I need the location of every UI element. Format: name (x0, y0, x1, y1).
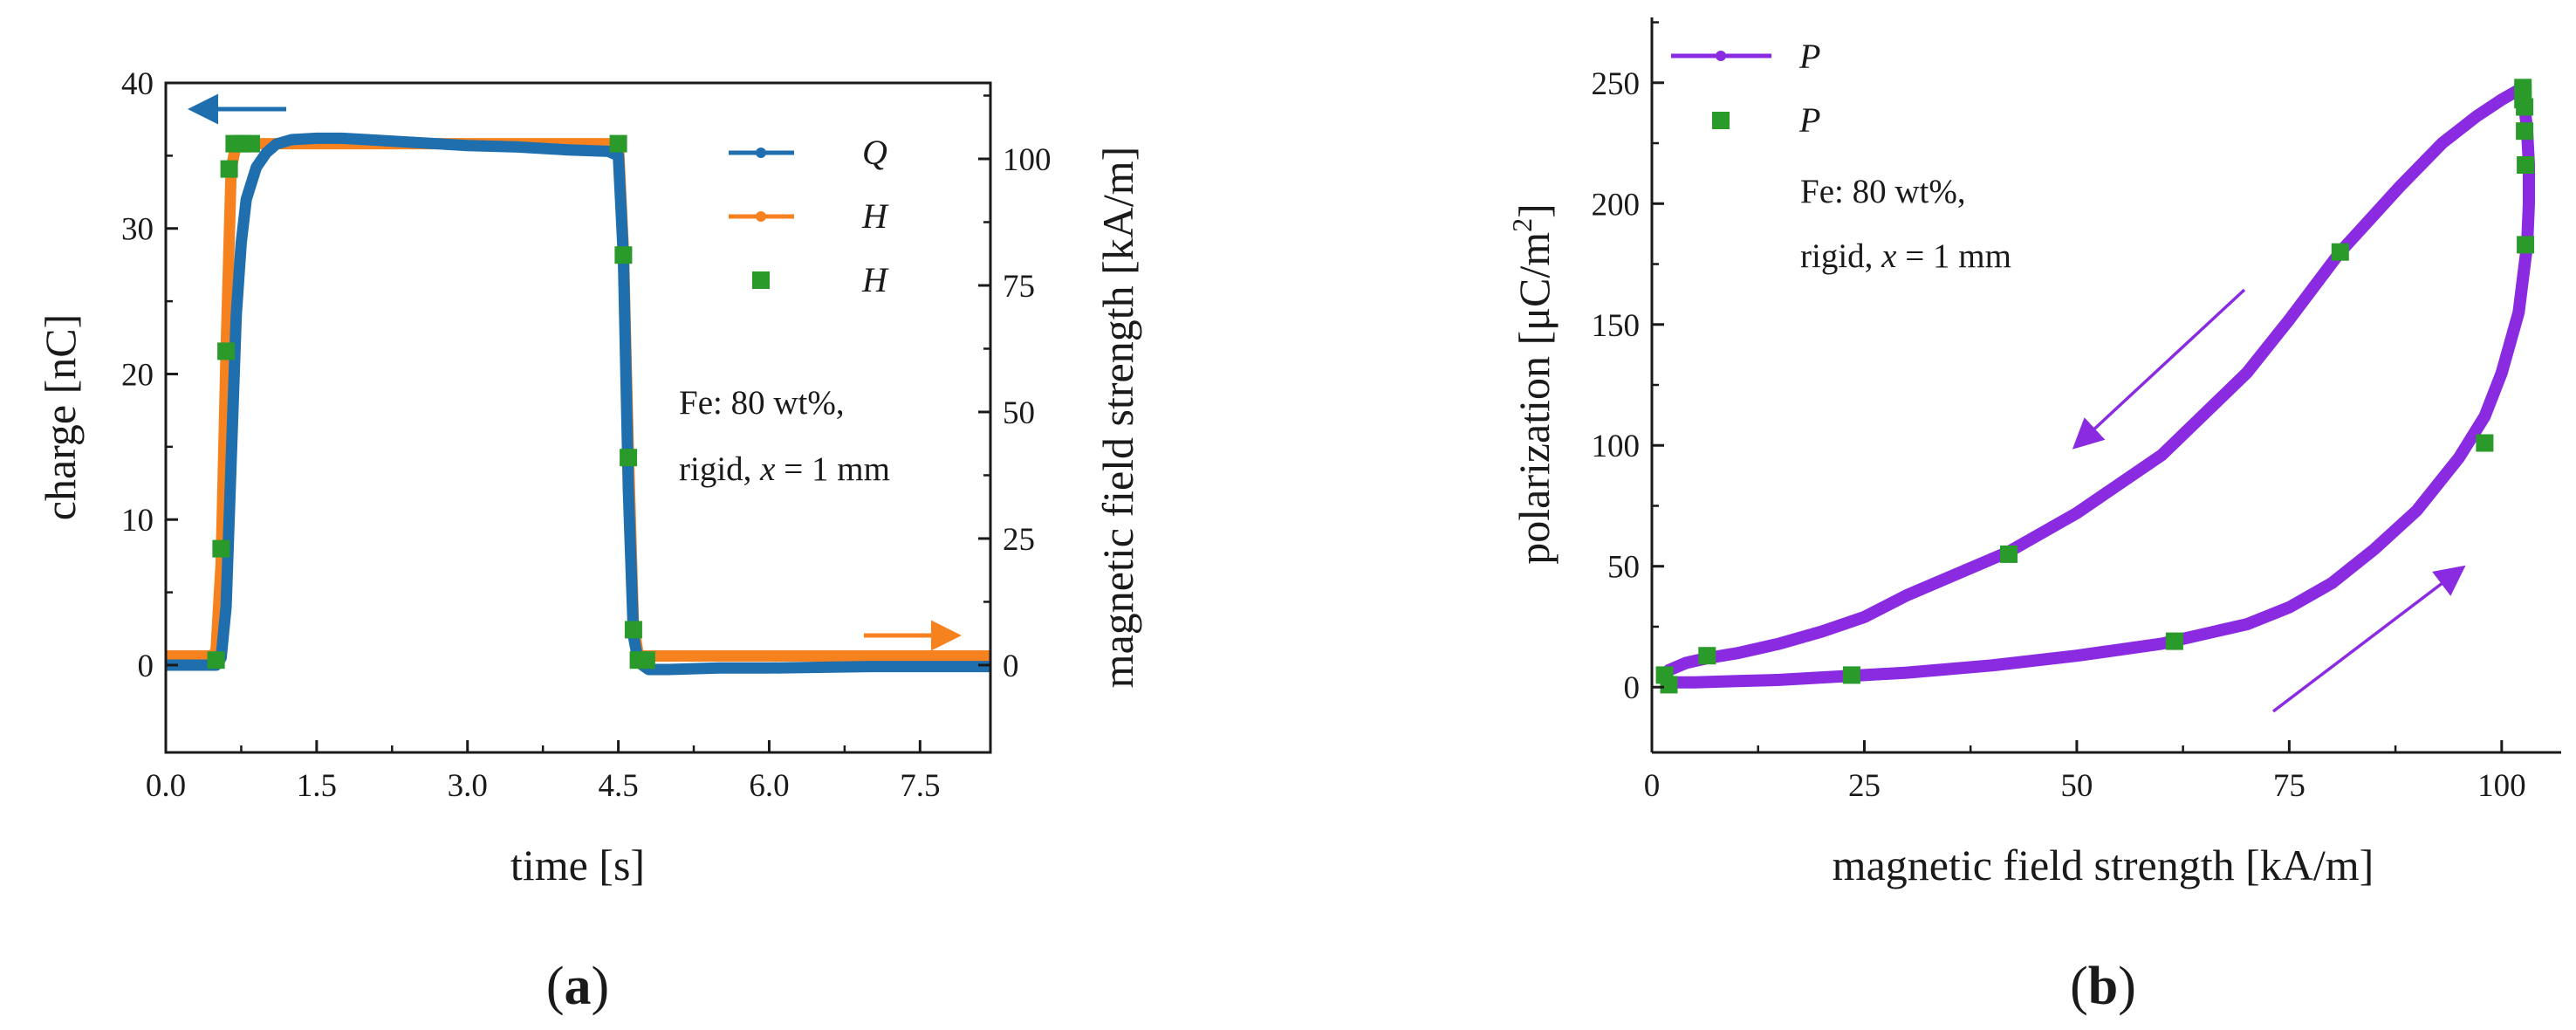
panel-a-plot-frame (164, 81, 992, 754)
panel-b-y-tick-label: 200 (1592, 187, 1641, 223)
panel-b-annotation-material: Fe: 80 wt%, (1800, 173, 1966, 210)
p-marker-point (1698, 647, 1716, 665)
legend-h-marker-label: H (861, 260, 889, 299)
panel-a-ticks: 0.0 1.5 3.0 4.5 6.0 7.5 0 10 20 30 40 0 25 50 75 100 (121, 66, 1052, 804)
legend-h-label: H (861, 196, 889, 236)
legend-h-dot (756, 211, 766, 222)
panel-a-y-tick-label-right: 25 (1003, 522, 1035, 558)
panel-a-x-tick-label: 7.5 (900, 768, 940, 804)
h-marker-point (220, 160, 238, 178)
panel-a-y-tick-label-left: 0 (138, 649, 154, 684)
h-marker-point (624, 621, 642, 639)
panel-b-label: (b) (2070, 957, 2136, 1016)
panel-b-y-tick-label: 0 (1624, 670, 1641, 706)
legend-q-dot (756, 148, 766, 158)
h-marker-point (620, 449, 638, 467)
p-marker-point (2517, 236, 2535, 254)
panel-a-x-tick-label: 1.5 (297, 768, 337, 804)
annot-b-suffix: = 1 mm (1896, 237, 2011, 275)
panel-b-y-tick-label: 100 (1592, 429, 1641, 464)
panel-a-x-tick-label: 0.0 (146, 768, 186, 804)
h-marker-point (637, 651, 655, 670)
series-q-line (166, 132, 990, 676)
panel-a-y-axis-label-left: charge [nC] (36, 314, 85, 520)
panel-a-y-tick-label-left: 30 (121, 212, 154, 248)
h-marker-point (207, 651, 225, 670)
panel-b-annotation-config: rigid, x = 1 mm (1800, 237, 2011, 275)
h-marker-point (212, 539, 230, 558)
panel-b-y-tick-label: 150 (1592, 308, 1641, 344)
panel-b-ticks: 0 25 50 75 100 0 50 100 150 200 250 (1592, 21, 2526, 804)
h-marker-point (217, 342, 236, 360)
panel-a-x-axis-label: time [s] (510, 841, 645, 889)
legend-p-marker-label: P (1798, 100, 1820, 140)
panel-b-x-axis-label: magnetic field strength [kA/m] (1833, 841, 2374, 889)
panel-a-y-tick-label-right: 0 (1003, 649, 1019, 684)
annot-a-italic: x (759, 450, 776, 488)
legend-p-marker (1712, 112, 1730, 129)
p-marker-point (2516, 122, 2534, 141)
panel-a-series (166, 132, 990, 676)
panel-a-y-tick-label-left: 40 (121, 66, 154, 102)
p-marker-point (2476, 434, 2494, 452)
p-marker-point (1842, 666, 1860, 684)
legend-h-marker (752, 271, 770, 289)
panel-b: 0 25 50 75 100 0 50 100 150 200 250 magnetic field… (1506, 17, 2561, 1016)
p-marker-point (2165, 632, 2183, 650)
panel-b-x-tick-label: 75 (2273, 768, 2305, 804)
annot-b-prefix: rigid, (1800, 237, 1881, 275)
panel-a-y-tick-label-right: 100 (1003, 142, 1052, 178)
p-marker-point (2517, 156, 2535, 174)
panel-b-x-tick-label: 0 (1644, 768, 1661, 804)
h-marker-point (243, 134, 260, 153)
p-marker-point (2331, 243, 2349, 261)
annot-a-suffix: = 1 mm (775, 450, 889, 488)
panel-a-label: (a) (546, 957, 609, 1016)
p-marker-point (2514, 83, 2532, 101)
panel-a-y-tick-label-right: 75 (1003, 269, 1035, 305)
panel-a-y-tick-label-left: 20 (121, 357, 154, 393)
legend-p-label: P (1798, 37, 1820, 76)
legend-q-label: Q (862, 133, 887, 172)
panel-b-y-tick-label: 50 (1607, 550, 1640, 586)
panel-a-y-tick-label-right: 50 (1003, 395, 1035, 431)
panel-a-x-tick-label: 6.0 (749, 768, 789, 804)
panel-a: 0.0 1.5 3.0 4.5 6.0 7.5 0 10 20 30 40 0 25 50 75 100 ti… (36, 66, 1142, 1016)
panel-b-y-axis-label: polarization [μC/m2] (1506, 203, 1559, 565)
panel-a-markers (207, 134, 655, 670)
series-p-loop (1658, 81, 2535, 689)
h-marker-point (614, 246, 633, 264)
legend-p-dot (1716, 51, 1726, 61)
panel-a-annotation-config: rigid, x = 1 mm (679, 450, 890, 488)
hysteresis-return-arrow (2072, 288, 2246, 450)
panel-a-annotation-material: Fe: 80 wt%, (679, 384, 845, 422)
panel-a-y-tick-label-left: 10 (121, 503, 154, 539)
panel-b-x-tick-label: 25 (1848, 768, 1881, 804)
hysteresis-rising-arrow (2271, 565, 2466, 713)
panel-b-markers (1655, 79, 2535, 694)
panel-a-x-tick-label: 4.5 (598, 768, 638, 804)
panel-a-x-tick-label: 3.0 (448, 768, 488, 804)
panel-b-y-tick-label: 250 (1592, 66, 1641, 102)
panel-b-legend: P P (1671, 37, 1820, 140)
annot-b-italic: x (1881, 237, 1897, 275)
panel-a-y-axis-label-right: magnetic field strength [kA/m] (1093, 147, 1142, 689)
p-marker-point (2000, 545, 2018, 563)
annot-a-prefix: rigid, (679, 450, 760, 488)
p-marker-point (2516, 98, 2534, 116)
panel-a-legend: Q H H (729, 133, 889, 299)
panel-b-x-tick-label: 100 (2477, 768, 2526, 804)
panel-b-x-tick-label: 50 (2060, 768, 2093, 804)
panel-b-series (1658, 81, 2535, 689)
p-marker-point (1660, 676, 1678, 694)
h-marker-point (609, 134, 627, 153)
